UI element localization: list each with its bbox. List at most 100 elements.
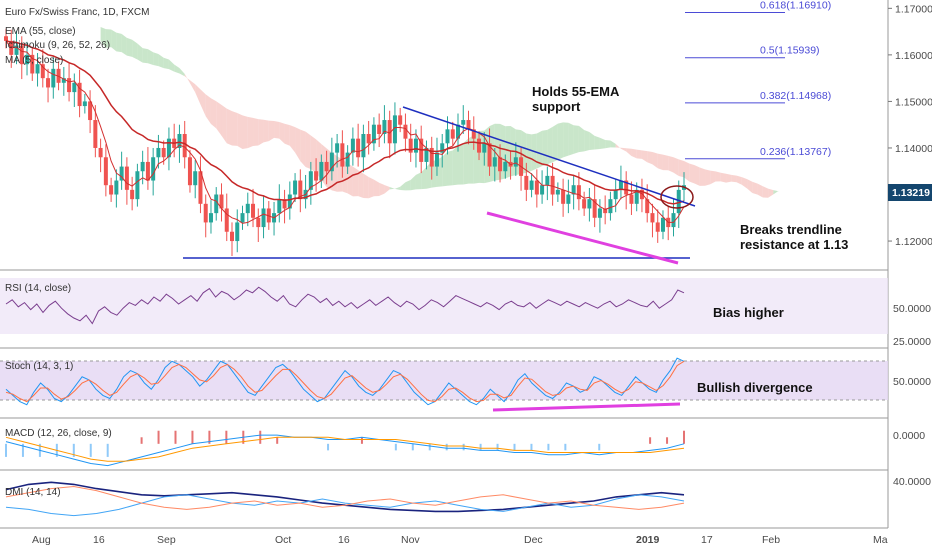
cloud-segment bbox=[563, 122, 569, 158]
candle-body bbox=[67, 78, 72, 93]
time-label: 2019 bbox=[636, 534, 660, 546]
rsi-tick-50: 50.0000 bbox=[893, 303, 931, 315]
candle-body bbox=[456, 124, 460, 139]
candle-body bbox=[251, 203, 256, 218]
cloud-segment bbox=[468, 135, 474, 184]
candle-body bbox=[445, 129, 450, 144]
cloud-segment bbox=[647, 151, 653, 165]
cloud-segment bbox=[689, 163, 695, 184]
time-label: Aug bbox=[32, 534, 51, 546]
cloud-segment bbox=[631, 148, 637, 159]
cloud-segment bbox=[589, 132, 595, 151]
candle-body bbox=[608, 199, 613, 214]
cloud-segment bbox=[426, 161, 432, 189]
candle-body bbox=[540, 185, 545, 195]
cloud-segment bbox=[263, 119, 269, 143]
candle-body bbox=[177, 134, 182, 148]
candle-body bbox=[629, 194, 634, 204]
price-badge-label: 1.13219 bbox=[892, 187, 930, 199]
candle-body bbox=[151, 157, 156, 181]
cloud-segment bbox=[736, 175, 742, 185]
candle-body bbox=[282, 199, 287, 209]
breaks-trendline-note-line2: resistance at 1.13 bbox=[740, 237, 848, 252]
cloud-segment bbox=[610, 140, 616, 148]
cloud-segment bbox=[720, 172, 727, 183]
candle-body bbox=[450, 129, 455, 139]
candle-body bbox=[382, 120, 387, 134]
candle-body bbox=[545, 175, 550, 186]
candle-body bbox=[392, 115, 397, 144]
dmi-panel-title: DMI (14, 14) bbox=[5, 487, 61, 498]
candle-body bbox=[193, 171, 198, 186]
candle-body bbox=[561, 189, 566, 204]
cloud-segment bbox=[542, 129, 548, 167]
stoch-divergence-line bbox=[492, 402, 681, 412]
candle-body bbox=[35, 64, 40, 74]
cloud-segment bbox=[142, 48, 148, 64]
candle-body bbox=[582, 199, 587, 209]
candle-body bbox=[645, 199, 650, 214]
time-axis: Aug 16 Sep Oct 16 Nov Dec 2019 17 Feb Ma bbox=[32, 534, 888, 546]
candle-body bbox=[277, 199, 282, 214]
candle-body bbox=[529, 180, 534, 190]
candle-body bbox=[77, 82, 82, 107]
candle-body bbox=[198, 171, 203, 204]
rsi-note: Bias higher bbox=[713, 305, 784, 320]
cloud-segment bbox=[710, 170, 716, 185]
cloud-segment bbox=[147, 49, 154, 66]
stoch-panel-title: Stoch (14, 3, 1) bbox=[5, 361, 73, 372]
cloud-segment bbox=[126, 37, 133, 57]
macd-panel-title: MACD (12, 26, close, 9) bbox=[5, 428, 112, 439]
stoch-band bbox=[0, 361, 888, 400]
cloud-segment bbox=[684, 160, 690, 182]
time-label: Feb bbox=[762, 534, 780, 546]
cloud-segment bbox=[458, 143, 464, 185]
cloud-segment bbox=[253, 117, 259, 146]
time-label: 16 bbox=[338, 534, 350, 546]
candle-body bbox=[634, 189, 639, 204]
candle-body bbox=[350, 138, 355, 153]
cloud-segment bbox=[599, 137, 606, 150]
macd-histogram bbox=[5, 430, 685, 457]
candle-body bbox=[51, 68, 56, 88]
candle-body bbox=[82, 101, 87, 107]
cloud-segment bbox=[168, 59, 175, 72]
cloud-segment bbox=[232, 111, 238, 146]
candle-body bbox=[240, 213, 245, 223]
candle-body bbox=[461, 120, 466, 125]
candle-body bbox=[624, 180, 629, 195]
cloud-segment bbox=[726, 173, 732, 183]
price-panel-title: Euro Fx/Swiss Franc, 1D, FXCM bbox=[5, 7, 149, 18]
cloud-segment bbox=[442, 151, 448, 187]
cloud-segment bbox=[100, 26, 106, 48]
candle-body bbox=[114, 180, 119, 195]
price-badge bbox=[888, 184, 932, 201]
cloud-segment bbox=[189, 80, 196, 93]
stoch-d-line bbox=[5, 360, 685, 403]
candle-body bbox=[88, 101, 93, 121]
candle-body bbox=[314, 171, 319, 181]
cloud-segment bbox=[121, 33, 127, 56]
time-label: Sep bbox=[157, 534, 176, 546]
stoch-note: Bullish divergence bbox=[697, 380, 813, 395]
cloud-segment bbox=[205, 94, 211, 124]
cloud-segment bbox=[578, 125, 585, 153]
cloud-segment bbox=[479, 130, 485, 184]
candle-body bbox=[261, 208, 266, 228]
cloud-segment bbox=[547, 126, 553, 165]
cloud-segment bbox=[552, 123, 558, 163]
cloud-segment bbox=[289, 125, 296, 153]
candle-body bbox=[219, 194, 224, 209]
cloud-segment bbox=[741, 177, 748, 189]
candle-body bbox=[224, 208, 229, 232]
cloud-segment bbox=[415, 172, 422, 190]
candle-body bbox=[466, 120, 471, 130]
candle-body bbox=[340, 143, 345, 167]
cloud-segment bbox=[342, 159, 348, 194]
cloud-segment bbox=[768, 188, 774, 198]
cloud-segment bbox=[757, 183, 763, 198]
cloud-segment bbox=[452, 145, 458, 186]
candle-body bbox=[124, 166, 129, 190]
candle-body bbox=[361, 134, 366, 158]
